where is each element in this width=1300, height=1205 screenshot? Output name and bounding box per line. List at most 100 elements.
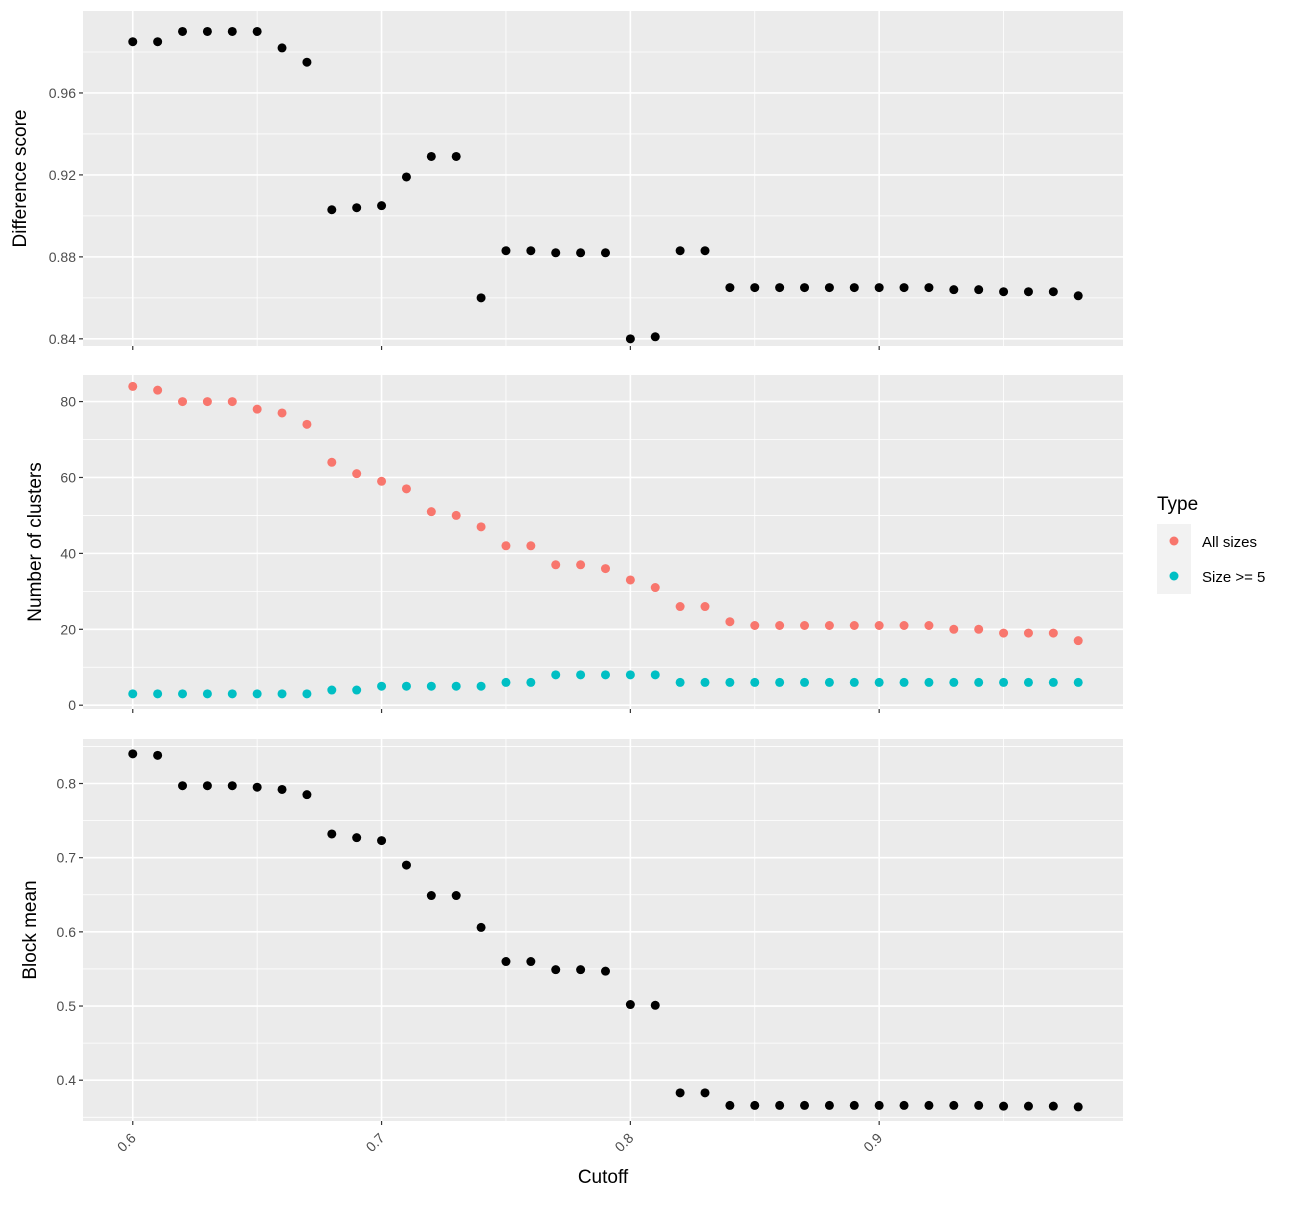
data-point — [1048, 1101, 1058, 1111]
data-point — [700, 246, 710, 256]
y-axis-title: Block mean — [20, 880, 41, 979]
data-point — [899, 1100, 909, 1110]
data-point — [600, 248, 610, 258]
data-point — [451, 681, 461, 691]
data-point — [1023, 677, 1033, 687]
data-point — [327, 205, 337, 215]
data-point — [377, 836, 387, 846]
data-point — [327, 457, 337, 467]
legend-label-size-ge-5: Size >= 5 — [1202, 569, 1265, 586]
data-point — [501, 957, 511, 967]
data-point — [1048, 628, 1058, 638]
data-point — [401, 484, 411, 494]
data-point — [650, 583, 660, 593]
data-point — [252, 782, 262, 792]
data-point — [1023, 287, 1033, 297]
data-point — [924, 1100, 934, 1110]
x-tick-label: 0.7 — [363, 1130, 388, 1155]
data-point — [277, 689, 287, 699]
data-point — [949, 624, 959, 634]
data-point — [800, 621, 810, 630]
data-point — [949, 1100, 959, 1110]
y-tick-label: 0.6 — [57, 924, 77, 940]
data-point — [352, 685, 362, 695]
data-point — [924, 283, 934, 293]
data-point — [700, 677, 710, 687]
data-point — [302, 419, 312, 429]
y-tick-label: 20 — [60, 621, 76, 637]
data-point — [1023, 1101, 1033, 1111]
data-point — [526, 957, 536, 967]
data-point — [849, 677, 859, 687]
y-tick-label: 0.4 — [57, 1072, 77, 1088]
data-point — [824, 1100, 834, 1110]
panels-layer: 0.84 0.88 0.92 0.96 Difference score 0 20 40 60 8… — [10, 11, 1123, 1155]
data-point — [824, 677, 834, 687]
data-point — [775, 621, 785, 630]
data-point — [501, 246, 511, 256]
data-point — [949, 285, 959, 295]
y-tick-label: 0.8 — [57, 776, 77, 792]
data-point — [600, 564, 610, 574]
data-point — [899, 677, 909, 687]
y-tick-label: 0.5 — [57, 998, 77, 1014]
data-point — [153, 385, 163, 395]
panel-2: 0 20 40 60 80 Number of clusters — [25, 375, 1123, 713]
data-point — [576, 670, 586, 680]
y-tick-label: 0.7 — [57, 850, 77, 866]
data-point — [202, 689, 212, 699]
data-point — [924, 621, 934, 630]
y-tick-label: 0.92 — [49, 167, 76, 183]
legend-key-size-ge-5 — [1169, 571, 1179, 581]
y-tick-label: 0.88 — [49, 249, 76, 265]
data-point — [824, 621, 834, 630]
y-tick-label: 80 — [60, 394, 76, 410]
data-point — [352, 203, 362, 213]
data-point — [252, 404, 262, 414]
data-point — [178, 781, 188, 791]
data-point — [227, 689, 237, 699]
data-point — [924, 677, 934, 687]
data-point — [650, 1000, 660, 1010]
data-point — [501, 541, 511, 551]
data-point — [551, 965, 561, 975]
panel-3: 0.4 0.5 0.6 0.7 0.8 Block mean 0.6 0.7 0.8 0.9 — [20, 739, 1123, 1155]
data-point — [600, 670, 610, 680]
legend-label-all-sizes: All sizes — [1202, 534, 1257, 551]
data-point — [849, 1100, 859, 1110]
data-point — [252, 26, 262, 36]
data-point — [725, 617, 735, 627]
data-point — [899, 283, 909, 293]
data-point — [675, 602, 685, 612]
data-point — [426, 681, 436, 691]
legend-key-background — [1157, 524, 1191, 594]
data-point — [949, 677, 959, 687]
data-point — [800, 677, 810, 687]
data-point — [650, 332, 660, 342]
data-point — [451, 510, 461, 520]
data-point — [800, 283, 810, 293]
data-point — [551, 560, 561, 570]
data-point — [302, 689, 312, 699]
data-point — [675, 246, 685, 256]
data-point — [675, 1088, 685, 1098]
data-point — [302, 57, 312, 67]
data-point — [327, 685, 337, 695]
data-point — [725, 677, 735, 687]
panel-1: 0.84 0.88 0.92 0.96 Difference score — [10, 11, 1123, 350]
data-point — [1073, 291, 1083, 301]
series-2-2 — [128, 670, 1083, 699]
x-axis-title: Cutoff — [578, 1167, 629, 1188]
data-point — [650, 670, 660, 680]
series-1-1 — [128, 26, 1083, 344]
data-point — [526, 246, 536, 256]
panel-background — [83, 11, 1123, 346]
data-point — [476, 681, 486, 691]
data-point — [999, 1101, 1009, 1111]
data-point — [625, 334, 635, 344]
data-point — [775, 1100, 785, 1110]
data-point — [128, 37, 138, 47]
data-point — [202, 26, 212, 36]
data-point — [128, 381, 138, 391]
data-point — [352, 833, 362, 843]
